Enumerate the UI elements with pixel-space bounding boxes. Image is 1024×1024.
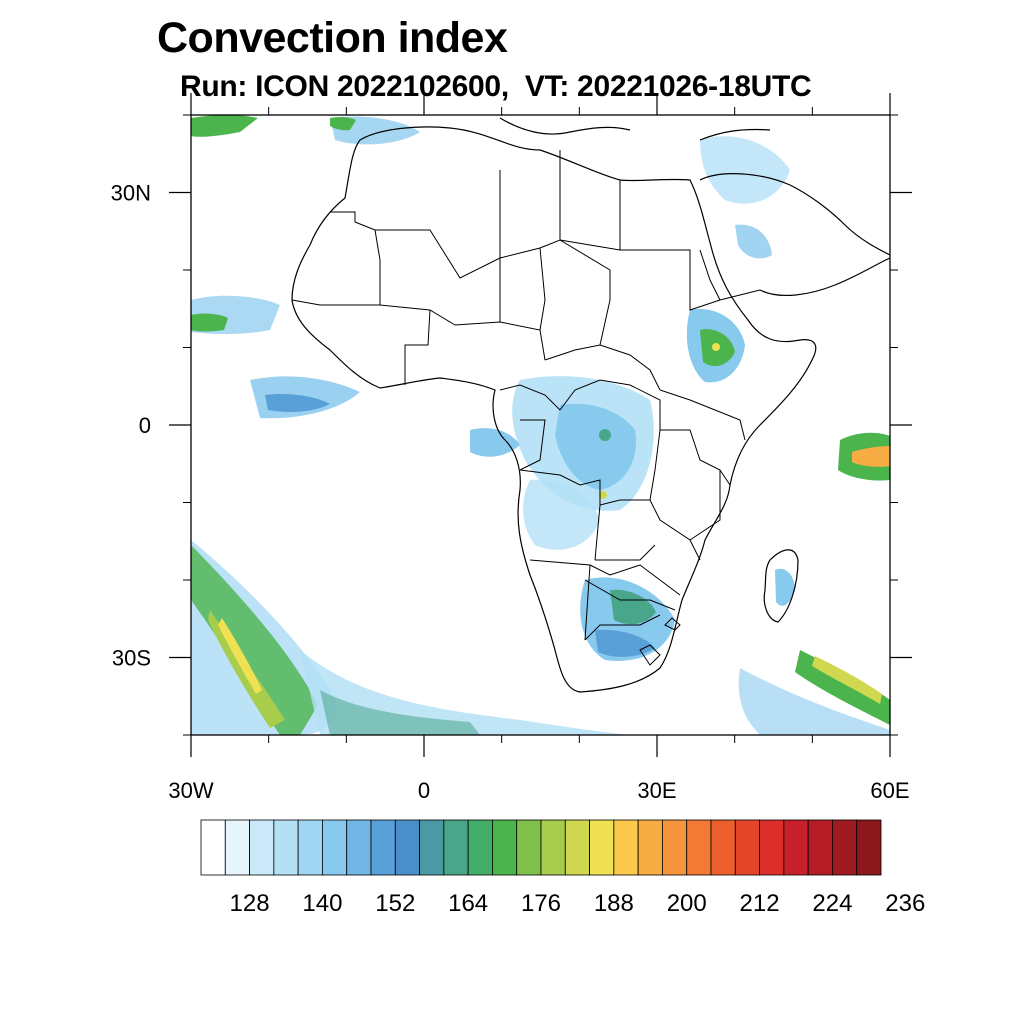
colorbar-swatch (419, 819, 445, 876)
field-central-africa (470, 376, 654, 511)
chart-title: Convection index (157, 14, 508, 62)
lat-tick-label: 30N (111, 181, 151, 206)
field-arabia-north (330, 116, 790, 259)
colorbar-swatch (759, 819, 785, 876)
colorbar-swatch (856, 819, 882, 876)
lon-tick-label: 0 (418, 778, 430, 803)
field-band-southeast (738, 650, 890, 735)
lon-tick-label: 60E (870, 778, 909, 803)
colorbar-swatch (783, 819, 809, 876)
field-southern-africa (523, 479, 675, 661)
colorbar-label: 212 (740, 890, 780, 917)
colorbar-swatch (322, 819, 348, 876)
country-borders (291, 150, 761, 666)
coastlines-and-borders (291, 117, 890, 693)
colorbar-swatch (734, 819, 760, 876)
field-band-southwest (191, 540, 336, 735)
colorbar-swatch (200, 819, 226, 876)
colorbar-label: 176 (521, 890, 561, 917)
lon-tick-label: 30E (637, 778, 676, 803)
colorbar-swatch (540, 819, 566, 876)
mediterranean-north (499, 117, 771, 141)
africa-coastline (291, 126, 817, 693)
colorbar-swatch (297, 819, 323, 876)
colorbar-label: 224 (812, 890, 852, 917)
colorbar-swatch (589, 819, 615, 876)
colorbar-swatch (832, 819, 858, 876)
colorbar-label: 236 (885, 890, 925, 917)
colorbar-swatch (443, 819, 469, 876)
colorbar-swatch (273, 819, 299, 876)
colorbar-swatch (807, 819, 833, 876)
colorbar-label: 128 (230, 890, 270, 917)
colorbar-label: 152 (375, 890, 415, 917)
field-madagascar (775, 568, 795, 606)
colorbar: 128 140 152 164 176 188 200 212 224 236 (200, 819, 925, 917)
colorbar-swatch (686, 819, 712, 876)
field-ethiopia (686, 309, 745, 383)
colorbar-swatch (394, 819, 420, 876)
colorbar-swatch (492, 819, 518, 876)
colorbar-swatch (637, 819, 663, 876)
arabia-coast (699, 173, 890, 296)
colorbar-label: 140 (302, 890, 342, 917)
colorbar-swatch (249, 819, 275, 876)
colorbar-swatch (516, 819, 542, 876)
colorbar-swatch (467, 819, 493, 876)
convection-field (191, 115, 890, 735)
field-indian-ocean-east (838, 432, 890, 481)
field-band-south (300, 650, 630, 735)
field-atlantic-north (191, 115, 280, 335)
axis-ticks: 30W 0 30E 60E 30N 0 30S (111, 93, 912, 803)
chart-subtitle: Run: ICON 2022102600, VT: 20221026-18UTC (180, 70, 812, 103)
colorbar-swatch (224, 819, 250, 876)
colorbar-swatch (370, 819, 396, 876)
colorbar-label: 188 (594, 890, 634, 917)
colorbar-swatch (564, 819, 590, 876)
lat-tick-label: 30S (112, 646, 151, 671)
lat-tick-label: 0 (139, 413, 151, 438)
colorbar-label: 164 (448, 890, 488, 917)
colorbar-swatch (613, 819, 639, 876)
field-west-africa (250, 376, 360, 419)
colorbar-label: 200 (667, 890, 707, 917)
colorbar-swatch (662, 819, 688, 876)
colorbar-swatch (346, 819, 372, 876)
madagascar-coast (763, 549, 799, 623)
lon-tick-label: 30W (168, 778, 213, 803)
colorbar-swatch (710, 819, 736, 876)
